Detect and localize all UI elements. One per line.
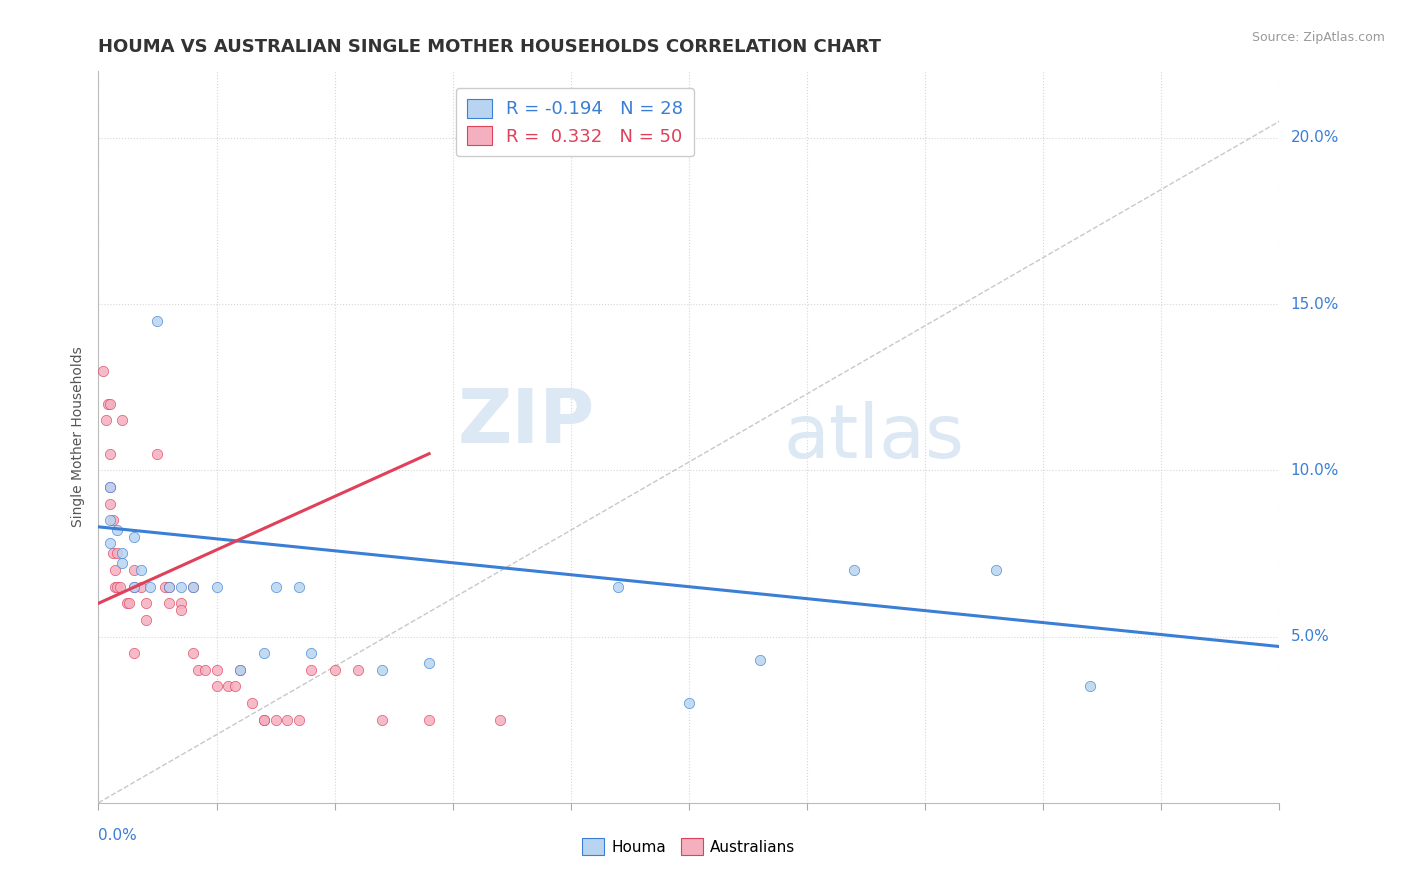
Point <box>105 580 128 594</box>
Text: atlas: atlas <box>783 401 965 474</box>
Point <box>139 580 162 594</box>
Legend: Houma, Australians: Houma, Australians <box>576 832 801 861</box>
Point <box>111 557 134 571</box>
Text: 0.0%: 0.0% <box>98 828 138 843</box>
Point <box>122 530 145 544</box>
Point <box>146 447 169 461</box>
Point <box>105 523 128 537</box>
Point <box>135 596 157 610</box>
Point <box>105 546 128 560</box>
Point <box>129 580 152 594</box>
Point <box>104 580 127 594</box>
Point <box>229 663 252 677</box>
Point <box>371 663 394 677</box>
Point <box>111 546 134 560</box>
Point <box>181 580 204 594</box>
Point <box>118 596 141 610</box>
Point <box>253 646 276 660</box>
Point <box>98 480 121 494</box>
Point <box>157 596 180 610</box>
Point <box>748 653 770 667</box>
Point <box>122 646 145 660</box>
Point <box>170 580 193 594</box>
Point <box>205 663 228 677</box>
Point <box>98 447 121 461</box>
Text: 20.0%: 20.0% <box>1291 130 1339 145</box>
Point <box>240 696 263 710</box>
Point <box>170 596 193 610</box>
Point <box>264 580 287 594</box>
Point <box>101 546 124 560</box>
Point <box>98 397 121 411</box>
Point <box>98 480 121 494</box>
Point <box>224 680 246 694</box>
Point <box>157 580 180 594</box>
Point <box>157 580 180 594</box>
Point <box>135 613 157 627</box>
Point <box>489 713 512 727</box>
Point <box>217 680 239 694</box>
Point <box>146 314 169 328</box>
Y-axis label: Single Mother Households: Single Mother Households <box>72 347 86 527</box>
Point <box>678 696 700 710</box>
Point <box>253 713 276 727</box>
Point <box>187 663 209 677</box>
Point <box>181 646 204 660</box>
Point <box>122 580 145 594</box>
Point <box>253 713 276 727</box>
Point <box>607 580 630 594</box>
Point <box>418 713 440 727</box>
Point <box>205 680 228 694</box>
Point <box>1080 680 1102 694</box>
Point <box>347 663 370 677</box>
Point <box>91 363 114 377</box>
Point <box>288 580 311 594</box>
Text: HOUMA VS AUSTRALIAN SINGLE MOTHER HOUSEHOLDS CORRELATION CHART: HOUMA VS AUSTRALIAN SINGLE MOTHER HOUSEH… <box>98 38 882 56</box>
Point <box>288 713 311 727</box>
Point <box>98 513 121 527</box>
Point <box>205 580 228 594</box>
Point <box>181 580 204 594</box>
Point <box>194 663 217 677</box>
Point <box>108 580 131 594</box>
Point <box>122 580 145 594</box>
Point <box>104 563 127 577</box>
Point <box>418 656 440 670</box>
Point <box>97 397 120 411</box>
Point <box>276 713 298 727</box>
Point <box>299 646 322 660</box>
Text: Source: ZipAtlas.com: Source: ZipAtlas.com <box>1251 31 1385 45</box>
Point <box>371 713 394 727</box>
Point <box>264 713 287 727</box>
Text: ZIP: ZIP <box>457 386 595 459</box>
Point <box>299 663 322 677</box>
Point <box>115 596 138 610</box>
Point <box>984 563 1007 577</box>
Text: 5.0%: 5.0% <box>1291 629 1329 644</box>
Point <box>229 663 252 677</box>
Point <box>129 563 152 577</box>
Point <box>98 536 121 550</box>
Point <box>98 497 121 511</box>
Point <box>153 580 176 594</box>
Point <box>122 563 145 577</box>
Point <box>111 413 134 427</box>
Text: 15.0%: 15.0% <box>1291 297 1339 311</box>
Text: 10.0%: 10.0% <box>1291 463 1339 478</box>
Point <box>323 663 346 677</box>
Point <box>170 603 193 617</box>
Point <box>844 563 866 577</box>
Point <box>101 513 124 527</box>
Point <box>94 413 117 427</box>
